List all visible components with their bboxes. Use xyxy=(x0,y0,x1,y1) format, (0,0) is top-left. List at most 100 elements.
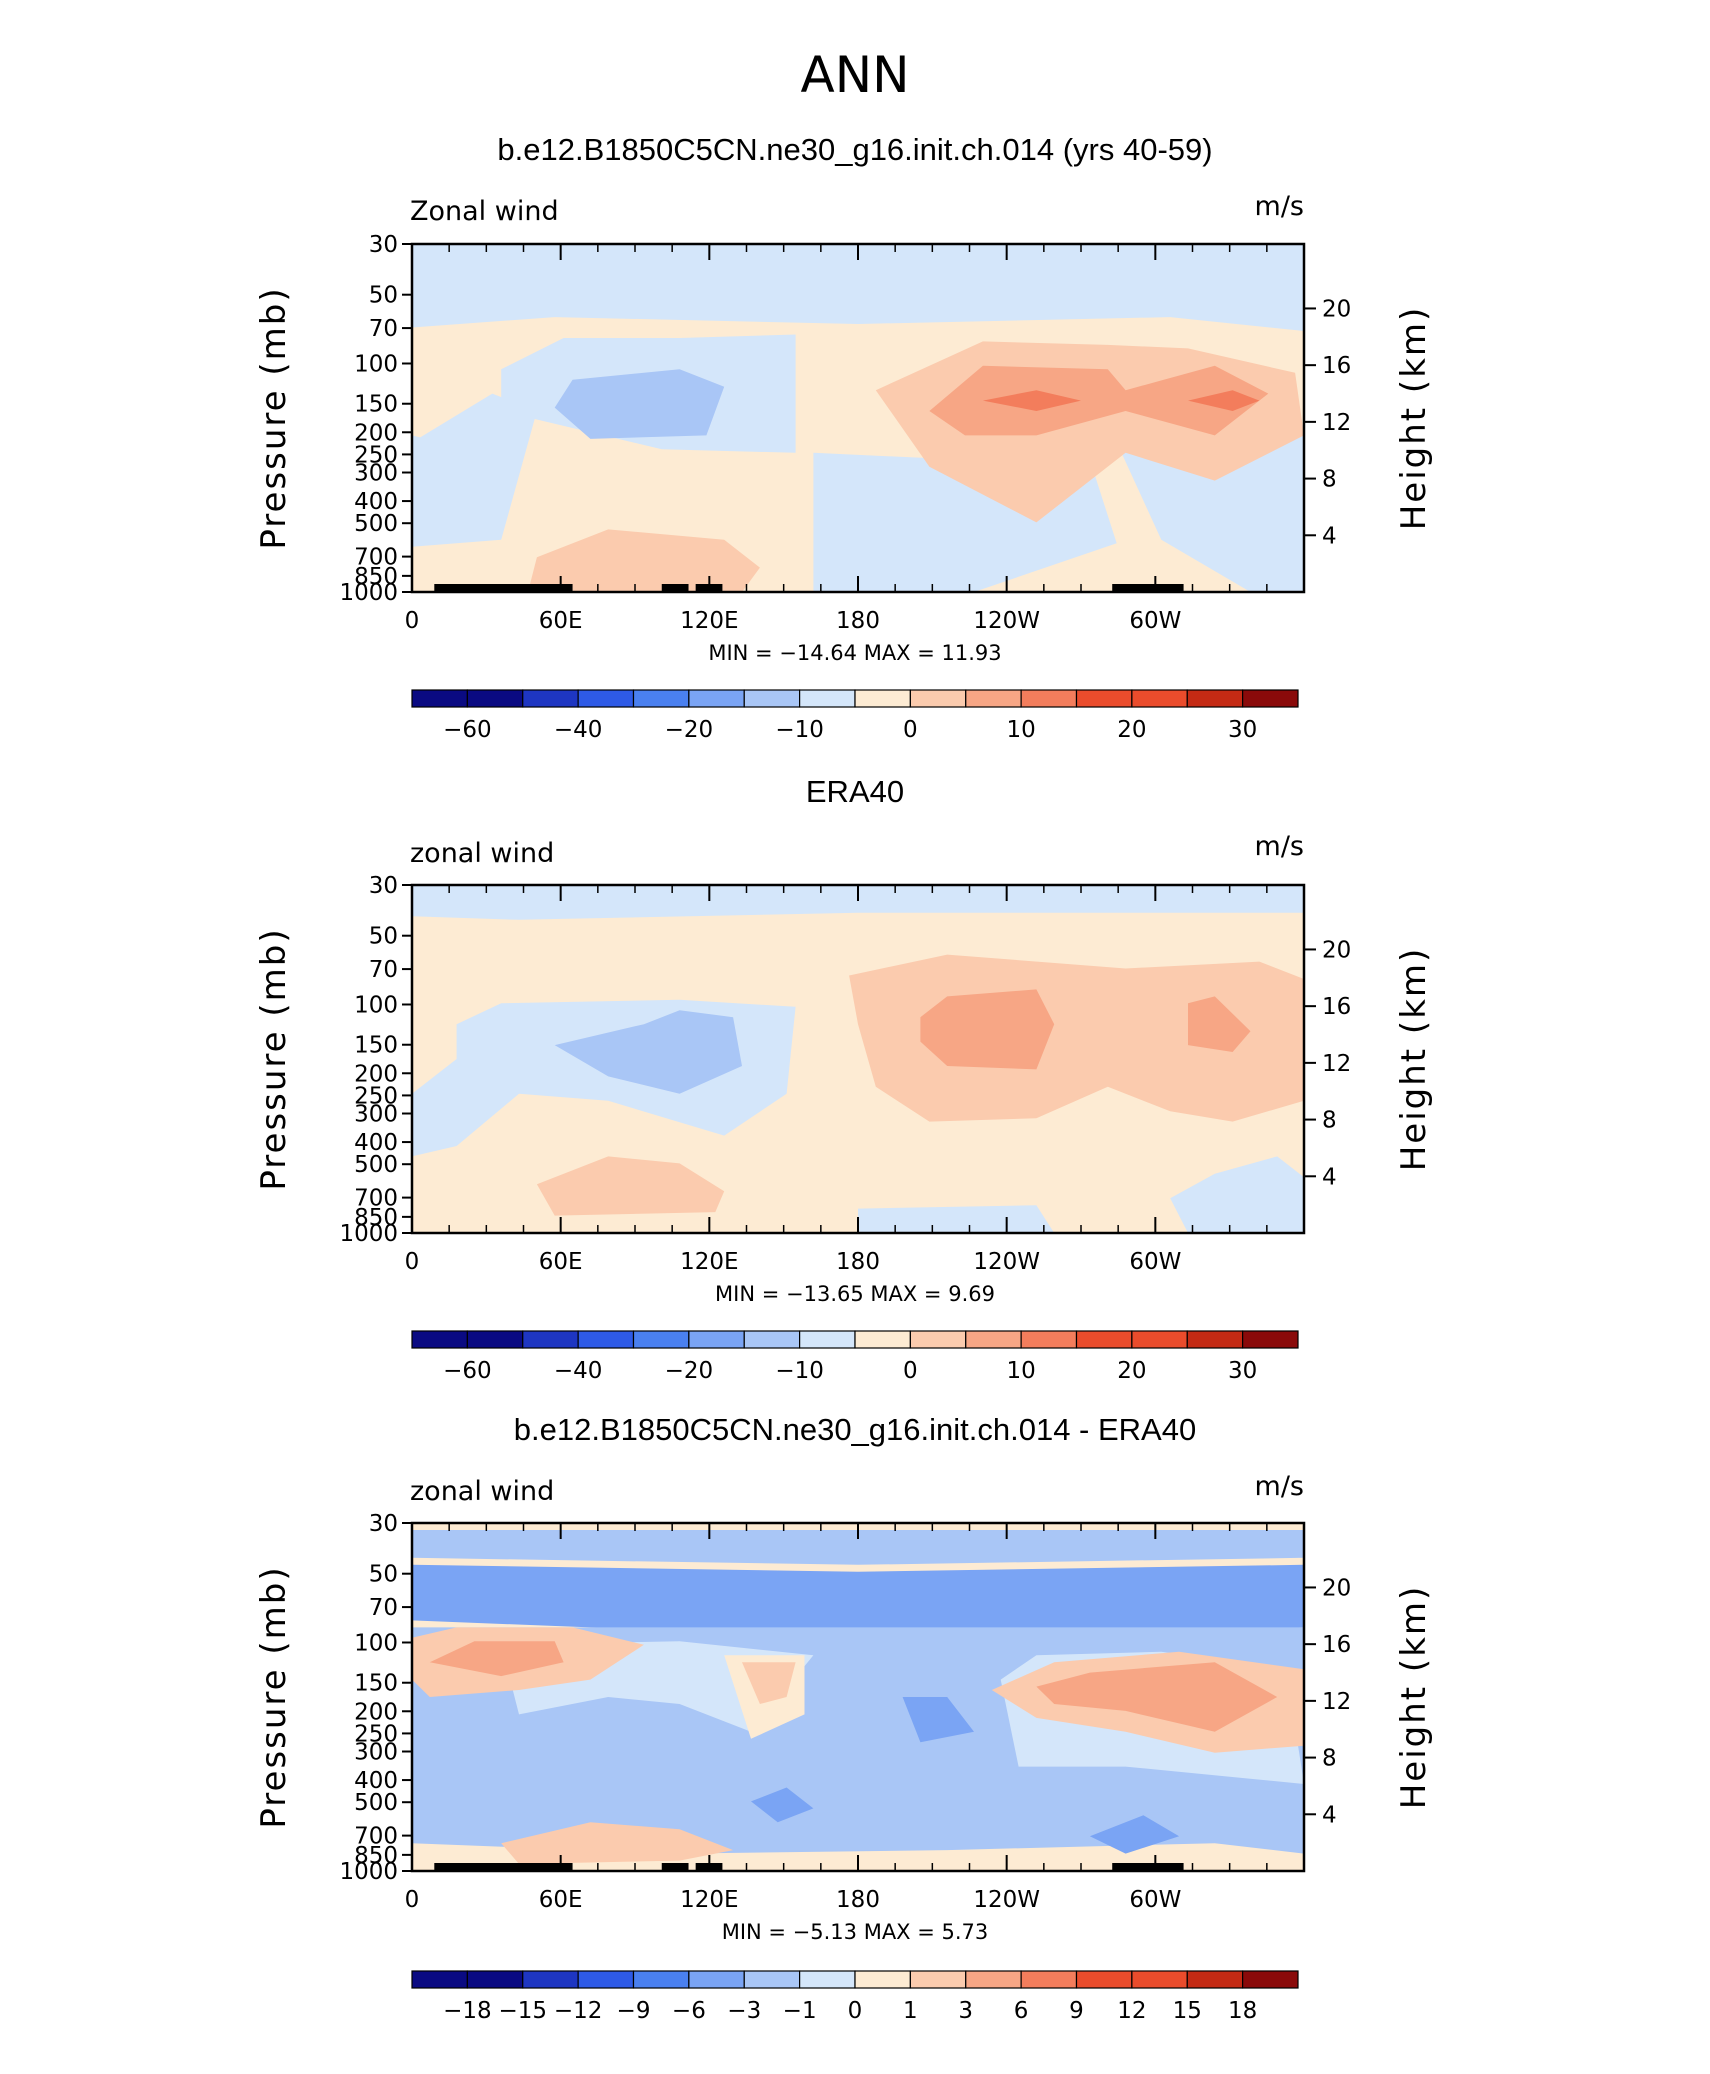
orography-mask xyxy=(1112,1863,1184,1871)
contour-region xyxy=(412,355,439,418)
orography-mask xyxy=(514,584,542,592)
colorbar-box xyxy=(411,1970,468,1989)
contour-region xyxy=(1116,425,1304,592)
y-tick-label: 200 xyxy=(354,420,398,446)
colorbar-box xyxy=(1131,1330,1188,1349)
colorbar: −18 −15 −12 −9 −6 −3 −1 0 1 3 6 9 12 15 18 xyxy=(411,1970,1299,2024)
contour-region xyxy=(429,1641,564,1677)
y2-tick-label: 20 xyxy=(1322,1575,1351,1601)
colorbar-box xyxy=(466,1970,524,1989)
colorbar-box xyxy=(854,1330,911,1349)
colorbar-label: −3 xyxy=(727,1998,761,2024)
y2-tick-label: 4 xyxy=(1322,523,1337,549)
panel-title: b.e12.B1850C5CN.ne30_g16.init.ch.014 - E… xyxy=(514,1412,1196,1447)
y-tick-label: 700 xyxy=(354,1186,398,1212)
x-tick-label: 180 xyxy=(836,1249,880,1275)
y-tick-label: 50 xyxy=(369,924,398,950)
colorbar-box xyxy=(799,1970,856,1989)
colorbar-box xyxy=(1242,1330,1299,1349)
colorbar: −60 −40 −20 −10 0 10 20 30 xyxy=(411,1330,1299,1384)
stats-text: MIN = −13.65 MAX = 9.69 xyxy=(715,1282,995,1306)
colorbar-box xyxy=(1075,1970,1133,1989)
y2-tick-label: 12 xyxy=(1322,1051,1351,1077)
colorbar-box xyxy=(411,689,468,708)
colorbar-label: −10 xyxy=(775,717,824,743)
x-tick-label: 0 xyxy=(405,1249,420,1275)
y2-tick-label: 16 xyxy=(1322,994,1351,1020)
colorbar-box xyxy=(688,1970,745,1989)
colorbar-box xyxy=(632,1970,690,1989)
colorbar-label: 20 xyxy=(1117,1358,1146,1384)
colorbar-label: 10 xyxy=(1006,1358,1035,1384)
variable-label: zonal wind xyxy=(410,1476,554,1507)
y-tick-label: 700 xyxy=(354,1824,398,1850)
chart-panel-3: b.e12.B1850C5CN.ne30_g16.init.ch.014 - E… xyxy=(254,1412,1434,2024)
colorbar-label: −60 xyxy=(443,717,492,743)
orography-mask xyxy=(661,1863,689,1871)
y-axis-title: Pressure (mb) xyxy=(254,286,294,549)
contour-field xyxy=(412,244,1304,592)
colorbar-label: 30 xyxy=(1228,1358,1257,1384)
y2-tick-label: 8 xyxy=(1322,467,1337,493)
y-tick-label: 400 xyxy=(354,1130,398,1156)
orography-mask xyxy=(434,584,524,592)
colorbar-label: 30 xyxy=(1228,717,1257,743)
colorbar-box xyxy=(1242,1970,1299,1989)
y2-tick-label: 20 xyxy=(1322,937,1351,963)
contour-region xyxy=(412,885,1304,920)
contour-region xyxy=(412,1530,1304,1565)
panel-title: ERA40 xyxy=(806,774,904,809)
x-tick-label: 180 xyxy=(836,608,880,634)
contour-region xyxy=(742,1662,796,1704)
colorbar-label: 3 xyxy=(958,1998,973,2024)
colorbar-label: −40 xyxy=(554,717,603,743)
colorbar-box xyxy=(854,1970,911,1989)
colorbar-label: 0 xyxy=(903,1358,918,1384)
contour-region xyxy=(536,1156,725,1216)
y-tick-label: 70 xyxy=(369,957,398,983)
colorbar-box xyxy=(1075,1330,1133,1349)
colorbar-box xyxy=(1131,689,1188,708)
y-axis-title: Pressure (mb) xyxy=(254,927,294,1190)
chart-panel-2: ERA40 zonal wind m/s 0 60E 120E 180 120W 60W 30 50… xyxy=(254,774,1434,1384)
y2-axis-title: Height (km) xyxy=(1394,1585,1434,1810)
colorbar-label: −10 xyxy=(775,1358,824,1384)
contour-region xyxy=(1036,1662,1278,1732)
x-tick-label: 60W xyxy=(1129,1887,1181,1913)
stats-text: MIN = −5.13 MAX = 5.73 xyxy=(722,1920,989,1944)
colorbar-box xyxy=(577,1330,635,1349)
y-tick-label: 850 xyxy=(354,1205,398,1231)
colorbar-box xyxy=(688,1330,745,1349)
colorbar-label: −15 xyxy=(498,1998,547,2024)
colorbar-label: 6 xyxy=(1014,1998,1029,2024)
y-tick-label: 100 xyxy=(354,351,398,377)
colorbar-label: 10 xyxy=(1006,717,1035,743)
y-tick-label: 100 xyxy=(354,992,398,1018)
y-tick-label: 300 xyxy=(354,1102,398,1128)
y-tick-label: 150 xyxy=(354,1671,398,1697)
contour-region xyxy=(412,1564,1304,1635)
contour-region xyxy=(902,1697,974,1743)
x-tick-label: 60E xyxy=(539,1249,583,1275)
figure-title: ANN xyxy=(800,46,909,104)
y2-tick-label: 12 xyxy=(1322,1689,1351,1715)
colorbar-label: −18 xyxy=(443,1998,492,2024)
y2-tick-label: 4 xyxy=(1322,1802,1337,1828)
colorbar-box xyxy=(522,1330,579,1349)
contour-region xyxy=(438,1724,484,1802)
y-tick-label: 200 xyxy=(354,1699,398,1725)
y-axis-title: Pressure (mb) xyxy=(254,1565,294,1828)
colorbar-box xyxy=(1020,1330,1078,1349)
y-tick-label: 250 xyxy=(354,1721,398,1747)
y-tick-label: 1000 xyxy=(339,1221,398,1247)
y-tick-label: 30 xyxy=(369,232,398,258)
x-tick-label: 60W xyxy=(1129,1249,1181,1275)
y-tick-label: 850 xyxy=(354,564,398,590)
colorbar-box xyxy=(577,1970,635,1989)
colorbar-label: −1 xyxy=(783,1998,817,2024)
y2-tick-label: 8 xyxy=(1322,1108,1337,1134)
colorbar-box xyxy=(1020,689,1078,708)
colorbar-box xyxy=(632,1330,690,1349)
y-tick-label: 850 xyxy=(354,1843,398,1869)
